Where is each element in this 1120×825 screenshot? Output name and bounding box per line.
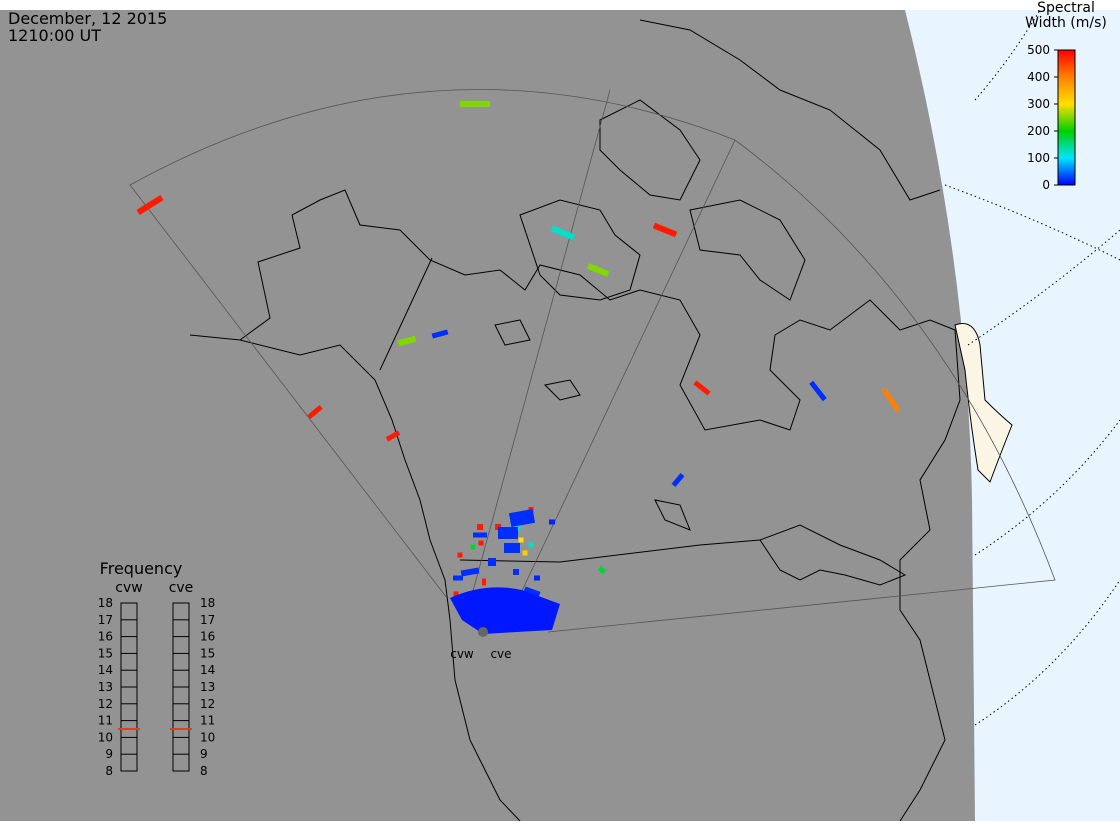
radar-cell [498,527,518,539]
radar-cell [385,430,401,442]
colorbar-title: Spectral [1037,0,1095,16]
frequency-tick-label: 9 [105,747,113,761]
frequency-tick-label: 13 [98,680,113,694]
radar-cell [477,524,483,530]
radar-cell [522,550,528,556]
colorbar-tick-label: 100 [1027,151,1050,165]
frequency-tick-label: 15 [98,646,113,660]
radar-cells [136,101,901,634]
frequency-tick-label: 17 [98,613,113,627]
radar-cell [453,575,463,581]
radar-cell [550,225,576,241]
radar-cell [473,532,487,538]
mag-lat-circles [944,9,1120,726]
radar-cell [671,473,685,487]
frequency-tick-label: 12 [200,697,215,711]
colorbar [1057,49,1076,186]
radar-cell [460,101,490,107]
colorbar-tick-label: 300 [1027,97,1050,111]
radar-cell-cluster [450,587,560,634]
frequency-tick-label: 13 [200,680,215,694]
radar-cell [513,569,519,575]
radar-cell [457,552,463,558]
radar-cell [693,380,711,396]
colorbar-tick-label: 500 [1027,43,1050,57]
frequency-tick-label: 9 [200,747,208,761]
colorbar-title: Width (m/s) [1025,15,1107,31]
time: 1210:00 UT [8,26,101,45]
radar-cell [453,591,459,597]
radar-cell [431,329,449,339]
radar-cell [523,586,541,598]
frequency-tick-label: 11 [200,714,215,728]
radar-cell [534,575,540,581]
frequency-tick-label: 16 [98,630,113,644]
radar-cell [549,519,555,525]
radar-cell [508,509,536,527]
radar-cell [460,567,480,577]
frequency-tick-label: 10 [200,730,215,744]
radar-cell [136,195,164,215]
radar-cell [597,565,607,575]
radar-cell [307,404,323,420]
frequency-tick-label: 10 [98,730,113,744]
colorbar-tick-label: 0 [1042,178,1050,192]
radar-fov [129,89,1056,633]
radar-cell [881,387,901,413]
greenland-land [954,323,1013,483]
frequency-tick-label: 11 [98,714,113,728]
radar-cell [470,544,476,550]
radar-cell [652,222,678,238]
colorbar-tick-label: 400 [1027,70,1050,84]
radar-cell [504,543,520,553]
radar-cell [586,263,610,277]
date: December, 12 2015 [8,9,167,28]
frequency-tick-label: 15 [200,646,215,660]
frequency-radar-label: cve [169,580,194,596]
radar-cell [518,537,524,543]
station-label: cvw [450,647,474,661]
radar-cell [809,380,827,402]
radar-cell [397,335,417,347]
colorbar-tick-label: 200 [1027,124,1050,138]
frequency-tick-label: 16 [200,630,215,644]
frequency-tick-label: 17 [200,613,215,627]
frequency-tick-label: 18 [200,596,215,610]
coastlines [189,19,961,822]
radar-site [478,627,488,637]
radar-cell [482,578,486,586]
frequency-tick-label: 14 [200,663,215,677]
frequency-tick-label: 8 [200,764,208,778]
frequency-tick-label: 8 [105,764,113,778]
frequency-title: Frequency [100,559,183,578]
frequency-radar-label: cvw [115,580,142,596]
radar-cell [528,542,534,548]
station-label: cve [490,647,511,661]
radar-cell [488,558,496,566]
frequency-tick-label: 18 [98,596,113,610]
top-band [0,0,1120,10]
radar-cell [478,540,484,546]
frequency-tick-label: 12 [98,697,113,711]
map-disc [0,10,975,821]
frequency-tick-label: 14 [98,663,113,677]
